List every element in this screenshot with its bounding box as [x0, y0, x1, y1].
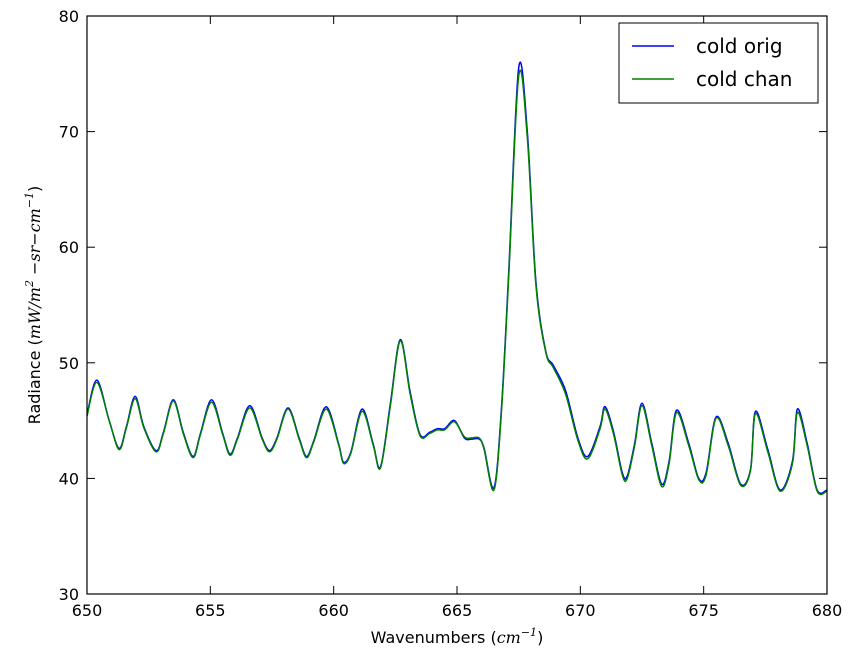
series-layer — [86, 61, 828, 496]
x-axis-label-math: cm — [497, 628, 521, 647]
legend-label-cold-orig: cold orig — [696, 34, 783, 58]
axes-background — [87, 16, 827, 594]
legend: cold orig cold chan — [618, 22, 819, 104]
x-axis-label-sup: −1 — [521, 626, 537, 639]
x-tick-label: 650 — [72, 601, 103, 620]
series-line-cold-chan — [86, 69, 828, 496]
y-tick-label: 60 — [59, 238, 79, 257]
x-tick-label: 670 — [565, 601, 596, 620]
x-tick-label: 675 — [688, 601, 719, 620]
y-axis-label-sup1: 2 — [23, 280, 36, 288]
x-tick-label: 665 — [442, 601, 473, 620]
y-axis-label-close: ) — [25, 186, 44, 192]
y-tick-label: 80 — [59, 7, 79, 26]
y-axis-label-text: Radiance ( — [25, 339, 44, 424]
y-axis-label-sup2: −1 — [23, 192, 36, 208]
x-axis-label-close: ) — [537, 628, 543, 647]
y-tick-label: 70 — [59, 123, 79, 142]
y-axis-ticks: 30 40 50 60 70 80 — [59, 7, 827, 604]
y-tick-label: 30 — [59, 585, 79, 604]
y-axis-label: Radiance (mW/m2 −sr−cm−1) — [23, 186, 44, 425]
y-tick-label: 40 — [59, 469, 79, 488]
x-axis-ticks: 650 655 660 665 670 675 680 — [72, 16, 843, 620]
legend-box — [618, 22, 819, 104]
y-axis-label-math2: −sr−cm — [25, 208, 44, 280]
plot-area — [86, 15, 828, 595]
x-axis-label: Wavenumbers (cm−1) — [371, 626, 544, 647]
legend-label-cold-chan: cold chan — [696, 67, 792, 91]
y-axis-label-math: mW/m — [25, 287, 44, 339]
x-tick-label: 680 — [812, 601, 843, 620]
x-axis-label-text: Wavenumbers ( — [371, 628, 497, 647]
x-tick-label: 655 — [195, 601, 226, 620]
x-tick-label: 660 — [318, 601, 349, 620]
y-tick-label: 50 — [59, 354, 79, 373]
